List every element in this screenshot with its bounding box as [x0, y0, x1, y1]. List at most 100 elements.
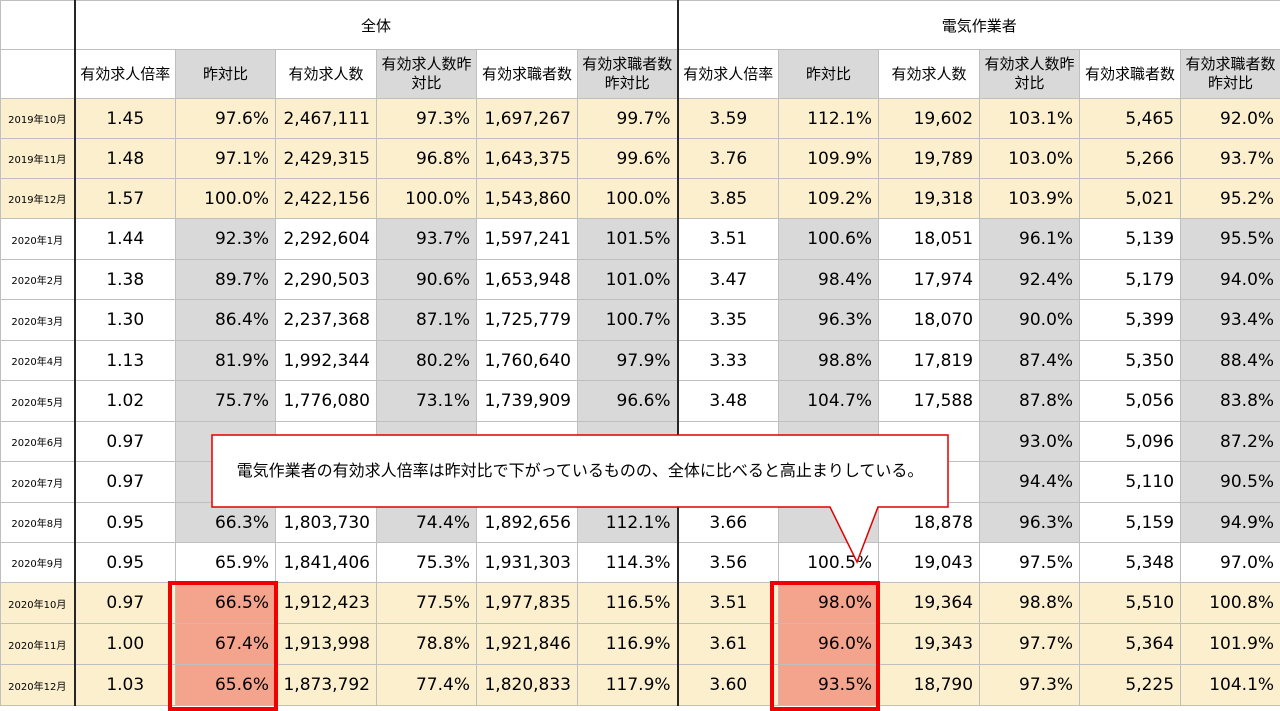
table-row: 2019年11月 1.48 97.1% 2,429,315 96.8% 1,643,375… [0, 138, 1280, 179]
table-cell: 0.97 [73, 461, 176, 503]
subheader-cell: 有効求人倍率 [73, 49, 176, 99]
table-cell: 2,237,368 [275, 299, 377, 341]
table-cell: 98.8% [778, 340, 880, 381]
table-cell: 5,225 [1079, 664, 1182, 706]
table-cell: 1,873,792 [275, 664, 377, 706]
callout-text: 電気作業者の有効求人倍率は昨対比で下がっているものの、全体に比べると高止まりして… [236, 461, 924, 480]
row-label: 2020年11月 [0, 623, 75, 665]
table-cell: 93.4% [1180, 299, 1280, 341]
table-cell: 1.30 [73, 299, 176, 341]
table-cell: 1,921,846 [476, 623, 578, 665]
table-cell: 1,653,948 [476, 259, 578, 300]
table-cell: 104.7% [778, 380, 880, 422]
table-cell: 94.9% [1180, 502, 1280, 543]
table-cell: 1,820,833 [476, 664, 578, 706]
table-cell: 97.3% [376, 98, 477, 139]
table-cell: 94.4% [979, 461, 1081, 503]
table-cell: 2,292,604 [275, 218, 377, 260]
table-cell: 98.0% [778, 582, 880, 624]
table-row: 2020年5月 1.02 75.7% 1,776,080 73.1% 1,739,909 9… [0, 380, 1280, 422]
table-cell: 87.1% [376, 299, 477, 341]
table-row: 2020年12月 1.03 65.6% 1,873,792 77.4% 1,820,833… [0, 664, 1280, 706]
table-cell: 1.48 [73, 138, 176, 179]
table-cell: 116.9% [576, 623, 679, 665]
table-cell: 3.76 [676, 138, 780, 179]
table-cell: 19,789 [878, 138, 981, 179]
table-cell: 93.7% [1180, 138, 1280, 179]
group-header-row: 全体 電気作業者 [0, 0, 1280, 50]
row-label: 2020年9月 [0, 542, 75, 583]
table-cell: 1,543,860 [476, 178, 578, 219]
subheader-cell: 有効求職者数昨対比 [1180, 49, 1280, 99]
table-cell: 5,110 [1079, 461, 1182, 503]
table-cell: 3.47 [676, 259, 780, 300]
table-cell: 2,422,156 [275, 178, 377, 219]
table-cell: 1,597,241 [476, 218, 578, 260]
row-label: 2020年6月 [0, 421, 75, 462]
table-cell: 100.6% [778, 218, 880, 260]
table-cell: 99.6% [576, 138, 679, 179]
table-cell: 3.61 [676, 623, 780, 665]
table-cell: 97.9% [576, 340, 679, 381]
table-cell: 104.1% [1180, 664, 1280, 706]
table-cell: 1.45 [73, 98, 176, 139]
table-cell: 100.8% [1180, 582, 1280, 624]
table-cell: 3.60 [676, 664, 780, 706]
table-cell: 65.6% [175, 664, 276, 706]
table-cell: 5,159 [1079, 502, 1182, 543]
table-cell: 117.9% [576, 664, 679, 706]
table-row: 2020年2月 1.38 89.7% 2,290,503 90.6% 1,653,948 1… [0, 259, 1280, 300]
table-cell: 97.0% [1180, 542, 1280, 583]
table-cell: 96.1% [979, 218, 1081, 260]
table-cell: 97.1% [175, 138, 276, 179]
row-label: 2020年3月 [0, 299, 75, 341]
table-cell: 0.95 [73, 502, 176, 543]
subheader-cell: 有効求人倍率 [676, 49, 780, 99]
table-cell: 65.9% [175, 542, 276, 583]
label-header-cell [0, 49, 75, 99]
table-cell: 77.5% [376, 582, 477, 624]
table-cell: 100.0% [175, 178, 276, 219]
table-cell: 18,070 [878, 299, 981, 341]
table-cell: 90.6% [376, 259, 477, 300]
table-cell: 1,725,779 [476, 299, 578, 341]
subheader-cell: 有効求人数昨対比 [979, 49, 1081, 99]
table-cell: 17,588 [878, 380, 981, 422]
table-cell: 78.8% [376, 623, 477, 665]
table-cell: 0.97 [73, 421, 176, 462]
table-cell: 5,465 [1079, 98, 1182, 139]
table-cell: 95.5% [1180, 218, 1280, 260]
table-cell: 5,056 [1079, 380, 1182, 422]
table-cell: 87.4% [979, 340, 1081, 381]
table-cell: 101.5% [576, 218, 679, 260]
table-cell: 73.1% [376, 380, 477, 422]
row-label: 2020年1月 [0, 218, 75, 260]
table-cell: 19,602 [878, 98, 981, 139]
table-cell: 114.3% [576, 542, 679, 583]
table-cell: 1.57 [73, 178, 176, 219]
table-cell: 19,364 [878, 582, 981, 624]
subheader-cell: 有効求職者数 [476, 49, 578, 99]
group-header-overall: 全体 [73, 0, 679, 50]
table-cell: 1,643,375 [476, 138, 578, 179]
table-cell: 95.2% [1180, 178, 1280, 219]
table-cell: 97.6% [175, 98, 276, 139]
table-cell: 19,043 [878, 542, 981, 583]
table-cell: 67.4% [175, 623, 276, 665]
table-cell: 112.1% [778, 98, 880, 139]
table-cell: 5,350 [1079, 340, 1182, 381]
table-row: 2020年9月 0.95 65.9% 1,841,406 75.3% 1,931,303 1… [0, 542, 1280, 583]
table-cell: 75.3% [376, 542, 477, 583]
row-label: 2020年7月 [0, 461, 75, 503]
table-cell: 97.3% [979, 664, 1081, 706]
table-cell: 93.5% [778, 664, 880, 706]
table-cell: 112.1% [576, 502, 679, 543]
table-cell: 87.2% [1180, 421, 1280, 462]
table-row: 2020年11月 1.00 67.4% 1,913,998 78.8% 1,921,846… [0, 623, 1280, 665]
table-cell: 1,760,640 [476, 340, 578, 381]
table-cell: 18,051 [878, 218, 981, 260]
table-cell: 94.0% [1180, 259, 1280, 300]
table-cell: 116.5% [576, 582, 679, 624]
table-cell: 1,739,909 [476, 380, 578, 422]
table-cell: 1,803,730 [275, 502, 377, 543]
